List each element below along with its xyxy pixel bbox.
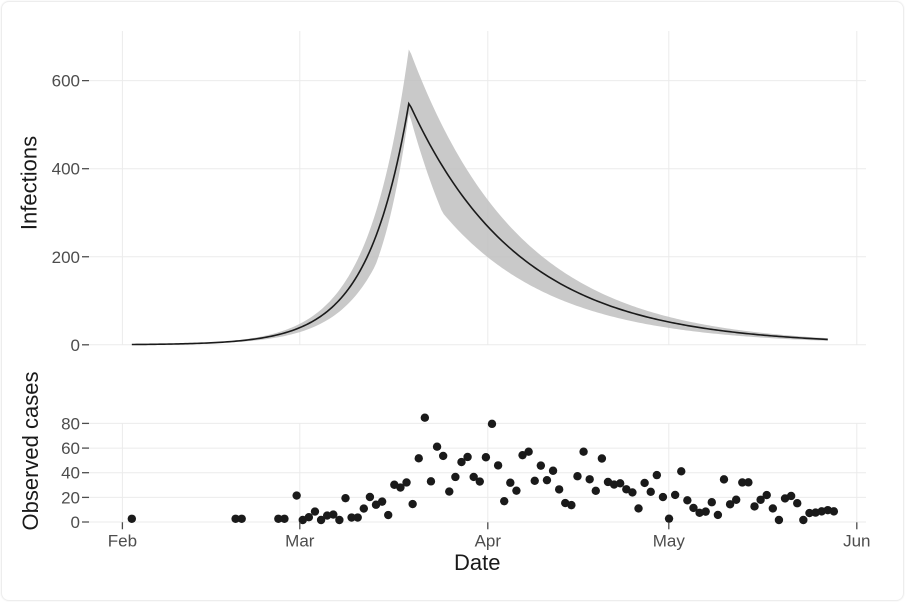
svg-text:600: 600 (52, 72, 80, 91)
svg-text:Mar: Mar (285, 531, 315, 550)
svg-text:60: 60 (61, 439, 80, 458)
svg-text:Apr: Apr (475, 531, 502, 550)
svg-text:Feb: Feb (108, 531, 137, 550)
svg-text:200: 200 (52, 248, 80, 267)
svg-text:Jun: Jun (843, 531, 870, 550)
svg-text:0: 0 (71, 513, 80, 532)
svg-text:20: 20 (61, 488, 80, 507)
svg-text:May: May (653, 531, 686, 550)
svg-text:80: 80 (61, 414, 80, 433)
svg-text:400: 400 (52, 160, 80, 179)
svg-text:0: 0 (71, 336, 80, 355)
svg-text:40: 40 (61, 464, 80, 483)
